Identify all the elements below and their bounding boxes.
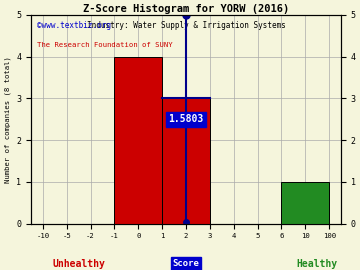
Text: Industry: Water Supply & Irrigation Systems: Industry: Water Supply & Irrigation Syst… xyxy=(87,21,285,30)
Text: Healthy: Healthy xyxy=(297,259,338,269)
Text: 1.5803: 1.5803 xyxy=(168,114,204,124)
Title: Z-Score Histogram for YORW (2016): Z-Score Histogram for YORW (2016) xyxy=(83,4,289,14)
Bar xyxy=(282,182,329,224)
Text: The Research Foundation of SUNY: The Research Foundation of SUNY xyxy=(37,42,173,48)
Text: Unhealthy: Unhealthy xyxy=(52,259,105,269)
Y-axis label: Number of companies (8 total): Number of companies (8 total) xyxy=(4,56,11,183)
Bar xyxy=(162,99,210,224)
Bar xyxy=(114,57,162,224)
Text: Score: Score xyxy=(172,259,199,268)
Text: ©www.textbiz.org: ©www.textbiz.org xyxy=(37,21,111,30)
